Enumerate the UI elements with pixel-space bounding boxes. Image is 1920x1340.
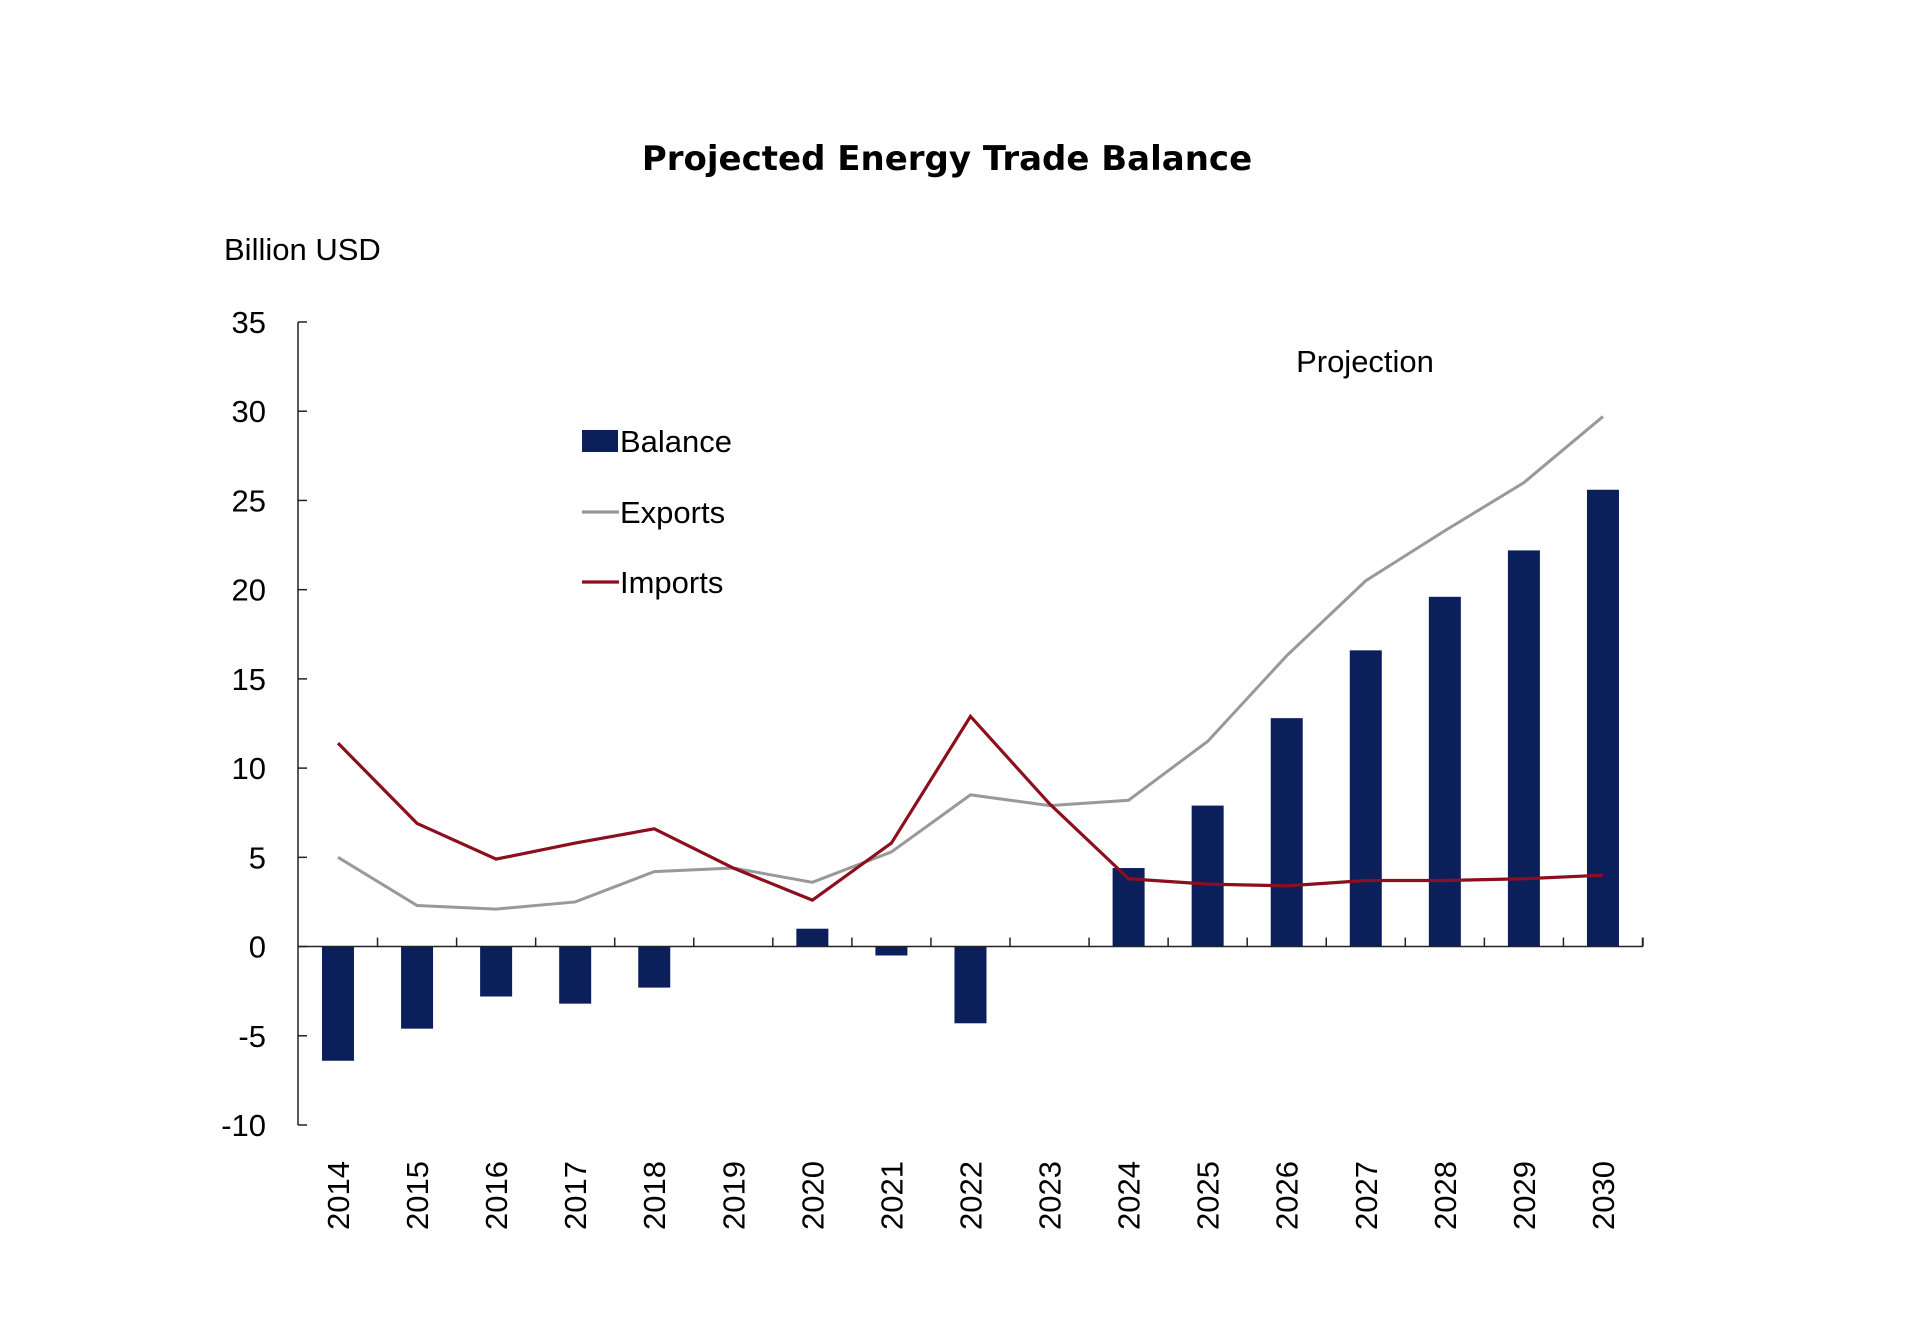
x-tick-label: 2015 [400, 1161, 435, 1230]
balance-bar-2016 [480, 946, 513, 997]
projection-annotation: Projection [1296, 344, 1434, 379]
x-tick-label: 2027 [1349, 1161, 1384, 1230]
balance-bar-2017 [559, 946, 592, 1004]
balance-bar-2024 [1112, 868, 1145, 947]
y-axis-label: Billion USD [224, 232, 381, 267]
x-tick-label: 2016 [479, 1161, 514, 1230]
y-axis: 35 30 25 20 15 10 5 0 -5 -10 [221, 305, 307, 1143]
x-tick-label: 2023 [1033, 1161, 1068, 1230]
x-tick-label: 2014 [321, 1161, 356, 1230]
x-tick-label: 2025 [1191, 1161, 1226, 1230]
y-tick-label: 15 [232, 662, 266, 697]
balance-bar-2030 [1586, 489, 1619, 947]
x-tick-label: 2029 [1507, 1161, 1542, 1230]
balance-bar-2014 [322, 946, 354, 1061]
balance-bar-2028 [1428, 596, 1461, 947]
x-tick-label: 2028 [1428, 1161, 1463, 1230]
legend-label-exports: Exports [620, 495, 725, 530]
balance-bar-2018 [638, 946, 671, 988]
x-axis: 2014 2015 2016 2017 2018 2019 2020 2021 2022 2023… [298, 937, 1644, 1230]
x-tick-label: 2030 [1586, 1161, 1621, 1230]
x-tick-label: 2026 [1270, 1161, 1305, 1230]
y-tick-label: 10 [232, 751, 266, 786]
x-tick-label: 2022 [953, 1161, 988, 1230]
x-tick-label: 2018 [637, 1161, 672, 1230]
x-tick-label: 2020 [795, 1161, 830, 1230]
balance-bar-2029 [1507, 550, 1540, 947]
y-tick-label: 25 [232, 483, 266, 518]
balance-bar-2020 [796, 928, 829, 947]
balance-bar-2021 [875, 946, 908, 956]
x-tick-label: 2017 [558, 1161, 593, 1230]
x-tick-label: 2019 [716, 1161, 751, 1230]
balance-bar-2027 [1349, 650, 1382, 947]
legend-label-imports: Imports [620, 565, 723, 600]
balance-bar-2022 [954, 946, 987, 1024]
balance-bar-2025 [1191, 805, 1224, 947]
exports-line [337, 415, 1604, 911]
chart-title: Projected Energy Trade Balance [642, 139, 1252, 179]
legend-label-balance: Balance [620, 424, 732, 459]
y-tick-label: 20 [232, 573, 266, 608]
y-tick-label: 35 [232, 305, 266, 340]
imports-line [336, 713, 1604, 902]
balance-bar-2015 [401, 946, 434, 1029]
y-tick-label: -5 [238, 1019, 266, 1054]
legend-swatch-balance [582, 430, 618, 452]
x-tick-label: 2021 [874, 1161, 909, 1230]
balance-bars [322, 489, 1619, 1061]
y-tick-label: 0 [249, 930, 266, 965]
y-tick-label: 5 [249, 840, 266, 875]
y-tick-label: 30 [232, 394, 266, 429]
series-lines [336, 415, 1604, 911]
legend: Balance Exports Imports [582, 424, 732, 600]
balance-bar-2026 [1270, 718, 1303, 947]
x-tick-label: 2024 [1112, 1161, 1147, 1230]
y-tick-label: -10 [221, 1108, 266, 1143]
